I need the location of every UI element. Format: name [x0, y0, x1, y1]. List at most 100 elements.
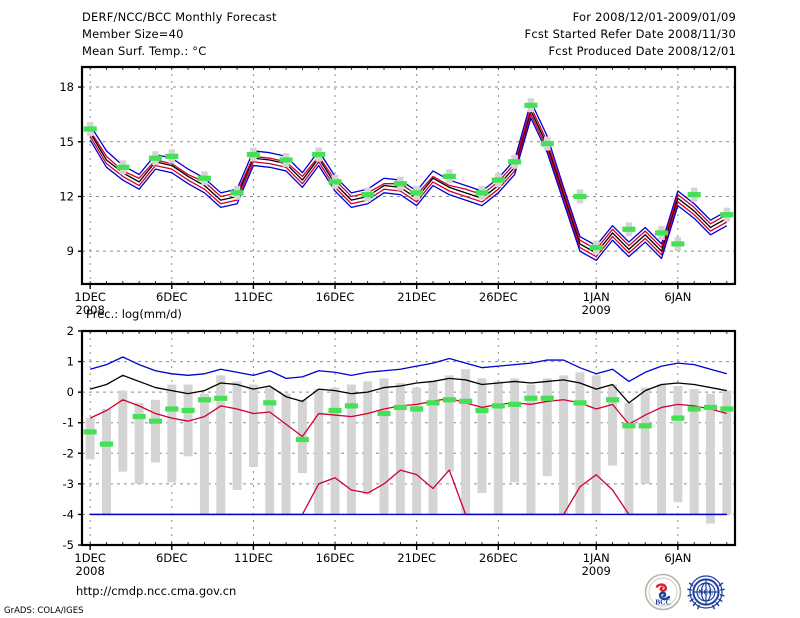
observed-marker — [442, 173, 456, 180]
observed-marker — [263, 400, 277, 406]
observed-marker — [573, 193, 587, 200]
observed-marker — [655, 230, 669, 236]
observed-marker — [491, 177, 505, 183]
observed-marker — [671, 241, 685, 247]
observed-marker — [589, 244, 603, 251]
observed-marker — [491, 403, 505, 409]
spread-bar — [657, 384, 667, 515]
plot-frame — [80, 65, 737, 286]
spread-bar — [101, 408, 111, 515]
spread-bar — [575, 372, 585, 515]
observed-marker — [508, 401, 522, 407]
spread-bar — [150, 399, 160, 463]
plot-frame — [80, 329, 737, 547]
observed-marker — [410, 190, 424, 196]
spread-bar — [624, 402, 634, 515]
refer-date-label: Fcst Started Refer Date 2008/11/30 — [524, 27, 736, 41]
series-line — [89, 110, 728, 254]
observed-marker — [148, 155, 162, 161]
spread-bar — [673, 386, 683, 503]
observed-marker — [410, 406, 424, 412]
observed-marker — [475, 407, 489, 414]
spread-bar — [183, 384, 193, 457]
y-axis-label: -4 — [63, 507, 74, 521]
observed-marker — [181, 407, 195, 414]
website-url[interactable]: http://cmdp.ncc.cma.gov.cn — [76, 584, 237, 598]
observed-marker — [573, 400, 587, 406]
series-line — [89, 106, 728, 251]
observed-marker — [230, 190, 244, 196]
spread-bar — [542, 378, 552, 477]
spread-bar — [346, 384, 356, 515]
observed-marker — [622, 226, 636, 232]
series-line — [89, 397, 728, 438]
observed-marker — [377, 410, 391, 417]
observed-marker — [475, 190, 489, 196]
x-axis-label: 21DEC — [397, 551, 436, 565]
spread-bar — [510, 378, 520, 483]
observed-marker — [459, 398, 473, 404]
observed-marker — [295, 436, 309, 443]
bcc-logo-text: BCC — [655, 597, 671, 606]
observed-marker — [622, 423, 636, 429]
spread-bar — [608, 384, 618, 466]
x-axis-label: 26DEC — [479, 551, 518, 565]
spread-bar — [379, 378, 389, 515]
ncc-logo-text: NCC — [698, 589, 713, 597]
spread-bar — [706, 393, 716, 524]
spread-bar — [248, 384, 258, 468]
x-axis-label: 1DEC — [74, 290, 105, 304]
observed-marker — [638, 423, 652, 429]
spread-bar — [477, 378, 487, 494]
observed-marker — [312, 151, 326, 158]
observed-marker — [83, 126, 97, 132]
y-axis-label: -1 — [63, 416, 74, 430]
observed-marker — [361, 192, 375, 198]
observed-marker — [197, 397, 211, 403]
x-axis-label: 16DEC — [316, 551, 355, 565]
forecast-period: For 2008/12/01-2009/01/09 — [572, 10, 736, 24]
spread-bar — [640, 387, 650, 484]
observed-marker — [165, 406, 179, 412]
observed-marker — [426, 400, 440, 406]
x-axis-year-label: 2008 — [76, 303, 105, 317]
x-axis-label: 1JAN — [583, 290, 610, 304]
spread-bar — [428, 381, 438, 515]
x-axis-label: 11DEC — [234, 290, 273, 304]
spread-bar — [591, 375, 601, 515]
observed-marker — [720, 406, 734, 412]
ncc-logo-icon: NCC — [687, 575, 725, 610]
observed-marker — [328, 407, 342, 414]
y-axis-label: -2 — [63, 446, 74, 460]
x-axis-label: 1JAN — [583, 551, 610, 565]
y-axis-label: 12 — [59, 189, 74, 203]
observed-marker — [165, 153, 179, 159]
observed-marker — [99, 441, 114, 447]
observed-marker — [540, 140, 554, 147]
observed-marker — [540, 395, 554, 401]
spread-bar — [493, 381, 503, 515]
x-axis-label: 21DEC — [397, 290, 436, 304]
forecast-title: DERF/NCC/BCC Monthly Forecast — [82, 10, 277, 24]
member-size-label: Member Size=40 — [82, 27, 184, 41]
y-axis-label: -5 — [63, 538, 74, 552]
observed-marker — [524, 395, 538, 401]
x-axis-label: 6DEC — [156, 290, 187, 304]
spread-bar — [689, 389, 699, 515]
observed-marker — [687, 192, 701, 198]
series-line — [89, 100, 728, 247]
observed-marker — [606, 397, 620, 403]
grads-credit: GrADS: COLA/IGES — [4, 606, 84, 616]
observed-marker — [442, 397, 456, 403]
observed-marker — [148, 418, 162, 424]
spread-bar — [314, 389, 324, 515]
spread-bar — [167, 384, 177, 483]
y-axis-label: 9 — [67, 244, 74, 258]
observed-marker — [197, 175, 211, 181]
spread-bar — [134, 402, 144, 484]
observed-marker — [214, 395, 228, 401]
spread-bar — [444, 375, 454, 472]
observed-marker — [524, 102, 538, 108]
observed-marker — [246, 151, 260, 158]
